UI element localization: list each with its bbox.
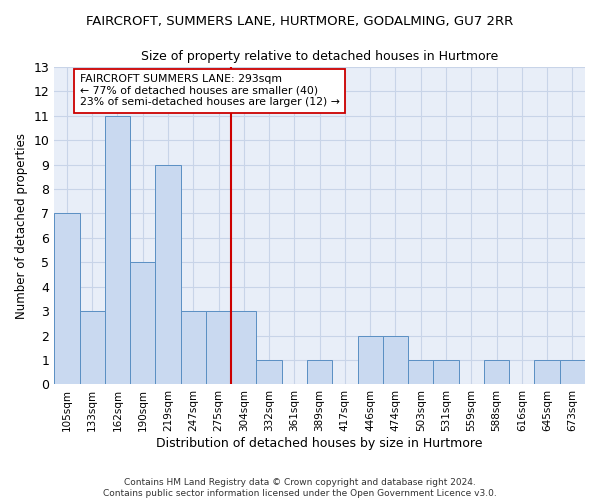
Bar bbox=[130, 262, 155, 384]
Bar bbox=[206, 311, 231, 384]
Bar bbox=[484, 360, 509, 384]
Bar bbox=[560, 360, 585, 384]
Bar bbox=[105, 116, 130, 384]
Bar bbox=[383, 336, 408, 384]
Bar bbox=[358, 336, 383, 384]
Text: FAIRCROFT SUMMERS LANE: 293sqm
← 77% of detached houses are smaller (40)
23% of : FAIRCROFT SUMMERS LANE: 293sqm ← 77% of … bbox=[80, 74, 340, 108]
Title: Size of property relative to detached houses in Hurtmore: Size of property relative to detached ho… bbox=[141, 50, 498, 63]
Bar bbox=[181, 311, 206, 384]
Bar bbox=[535, 360, 560, 384]
Text: FAIRCROFT, SUMMERS LANE, HURTMORE, GODALMING, GU7 2RR: FAIRCROFT, SUMMERS LANE, HURTMORE, GODAL… bbox=[86, 15, 514, 28]
Bar bbox=[231, 311, 256, 384]
Bar bbox=[256, 360, 282, 384]
Bar bbox=[80, 311, 105, 384]
Bar bbox=[408, 360, 433, 384]
Bar bbox=[433, 360, 458, 384]
Bar bbox=[54, 214, 80, 384]
X-axis label: Distribution of detached houses by size in Hurtmore: Distribution of detached houses by size … bbox=[157, 437, 483, 450]
Y-axis label: Number of detached properties: Number of detached properties bbox=[15, 132, 28, 318]
Bar bbox=[307, 360, 332, 384]
Text: Contains HM Land Registry data © Crown copyright and database right 2024.
Contai: Contains HM Land Registry data © Crown c… bbox=[103, 478, 497, 498]
Bar bbox=[155, 164, 181, 384]
